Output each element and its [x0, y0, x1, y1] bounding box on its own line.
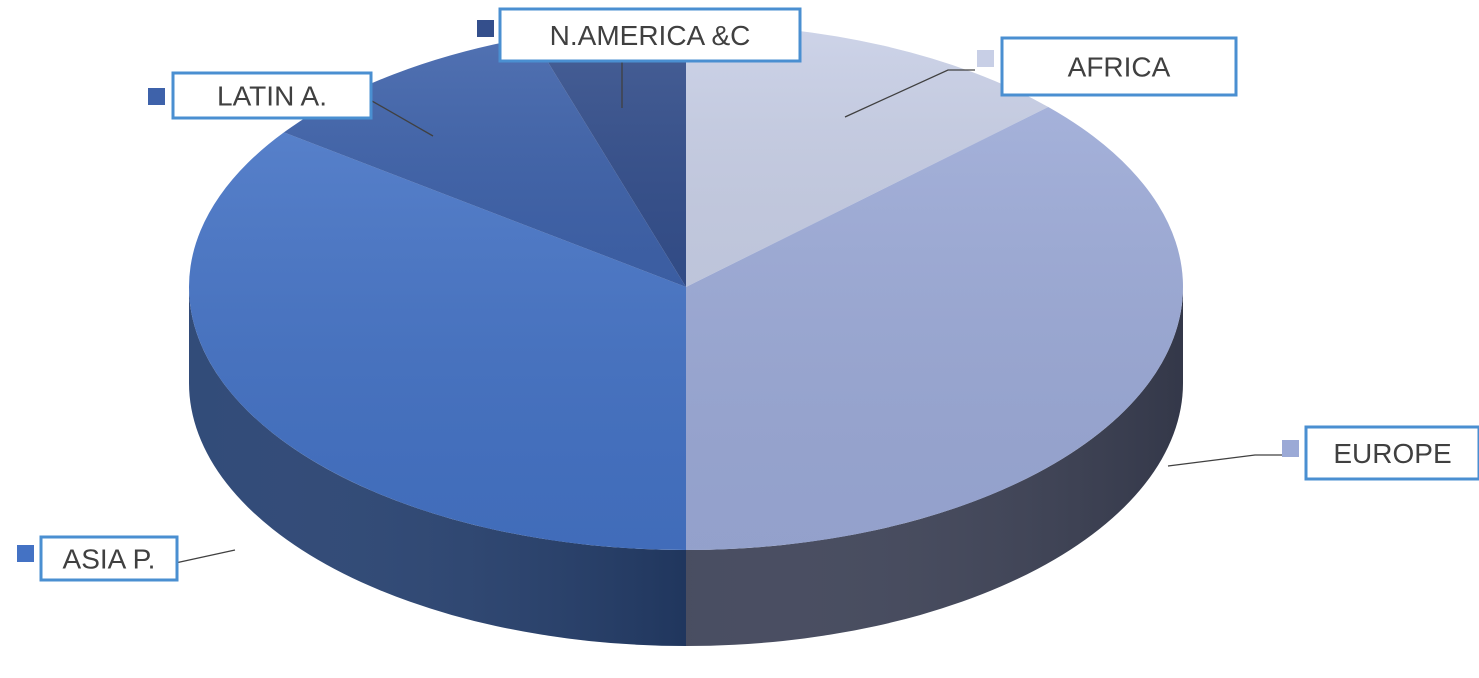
pie-side-shade-1 [686, 287, 1183, 646]
pie-slice-shade-2 [188, 132, 686, 550]
data-label-4: N.AMERICA &C [550, 20, 751, 51]
legend-swatch-4 [477, 20, 494, 37]
pie-slice-shade-3 [283, 36, 686, 288]
pie-tops [188, 24, 1183, 550]
legend-swatch-3 [148, 88, 165, 105]
pie-slice-shade-1 [686, 106, 1183, 550]
data-label-box-2 [39, 535, 179, 582]
pie-labels: AFRICA EUROPE ASIA P. LATIN A. N.AMERICA &C [17, 7, 1479, 582]
data-label-3: LATIN A. [217, 81, 327, 112]
legend-swatch-1 [1282, 440, 1299, 457]
data-label-1: EUROPE [1333, 438, 1451, 469]
pie-sides [189, 287, 1183, 646]
pie-slice-shade-4 [532, 24, 686, 287]
data-label-2: ASIA P. [63, 544, 156, 575]
legend-swatch-0 [977, 50, 994, 67]
legend-swatch-2 [17, 545, 34, 562]
data-label-box-0 [1000, 36, 1238, 97]
pie-side-shade-2 [189, 287, 686, 646]
leader-line-0 [844, 69, 975, 118]
data-label-0: AFRICA [1068, 52, 1171, 83]
data-label-box-3 [171, 71, 373, 120]
data-label-box-1 [1304, 425, 1479, 481]
data-label-box-4 [498, 7, 802, 63]
leader-line-1 [1167, 454, 1282, 467]
pie-slice-shade-0 [686, 24, 1049, 287]
